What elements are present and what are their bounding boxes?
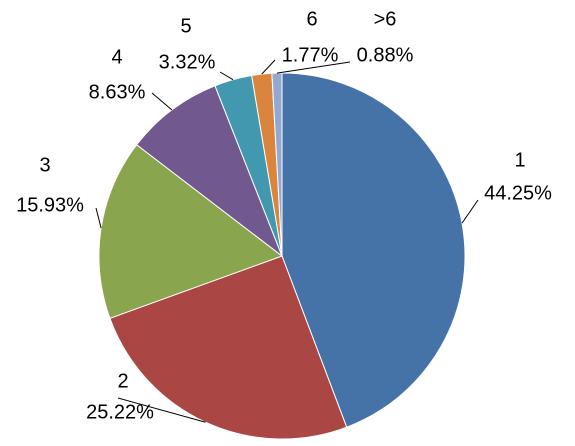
slice-category-label: 4 <box>111 46 122 68</box>
slice-value-label: 3.32% <box>159 51 216 73</box>
slice-category-label: 6 <box>306 8 317 30</box>
leader-line <box>219 71 234 81</box>
leader-line <box>117 397 206 423</box>
slice-category-label: 3 <box>39 154 50 176</box>
slice-value-label: 0.88% <box>357 44 414 66</box>
slice-category-label: >6 <box>374 8 397 30</box>
pie-slice <box>98 144 284 319</box>
slice-category-label: 2 <box>117 370 128 392</box>
slice-value-label: 8.63% <box>89 81 146 103</box>
slice-value-label: 44.25% <box>484 182 552 204</box>
pie-slice <box>135 85 284 258</box>
leader-line <box>261 59 276 75</box>
slice-value-label: 1.77% <box>282 44 339 66</box>
leader-line <box>95 207 102 229</box>
slice-value-label: 25.22% <box>86 401 154 423</box>
slice-value-label: 15.93% <box>16 194 84 216</box>
slice-category-label: 1 <box>514 149 525 171</box>
slice-category-label: 5 <box>180 15 191 37</box>
leader-line <box>151 92 173 111</box>
leader-line <box>461 199 479 224</box>
pie-slice <box>281 72 466 428</box>
leader-line <box>276 61 351 74</box>
